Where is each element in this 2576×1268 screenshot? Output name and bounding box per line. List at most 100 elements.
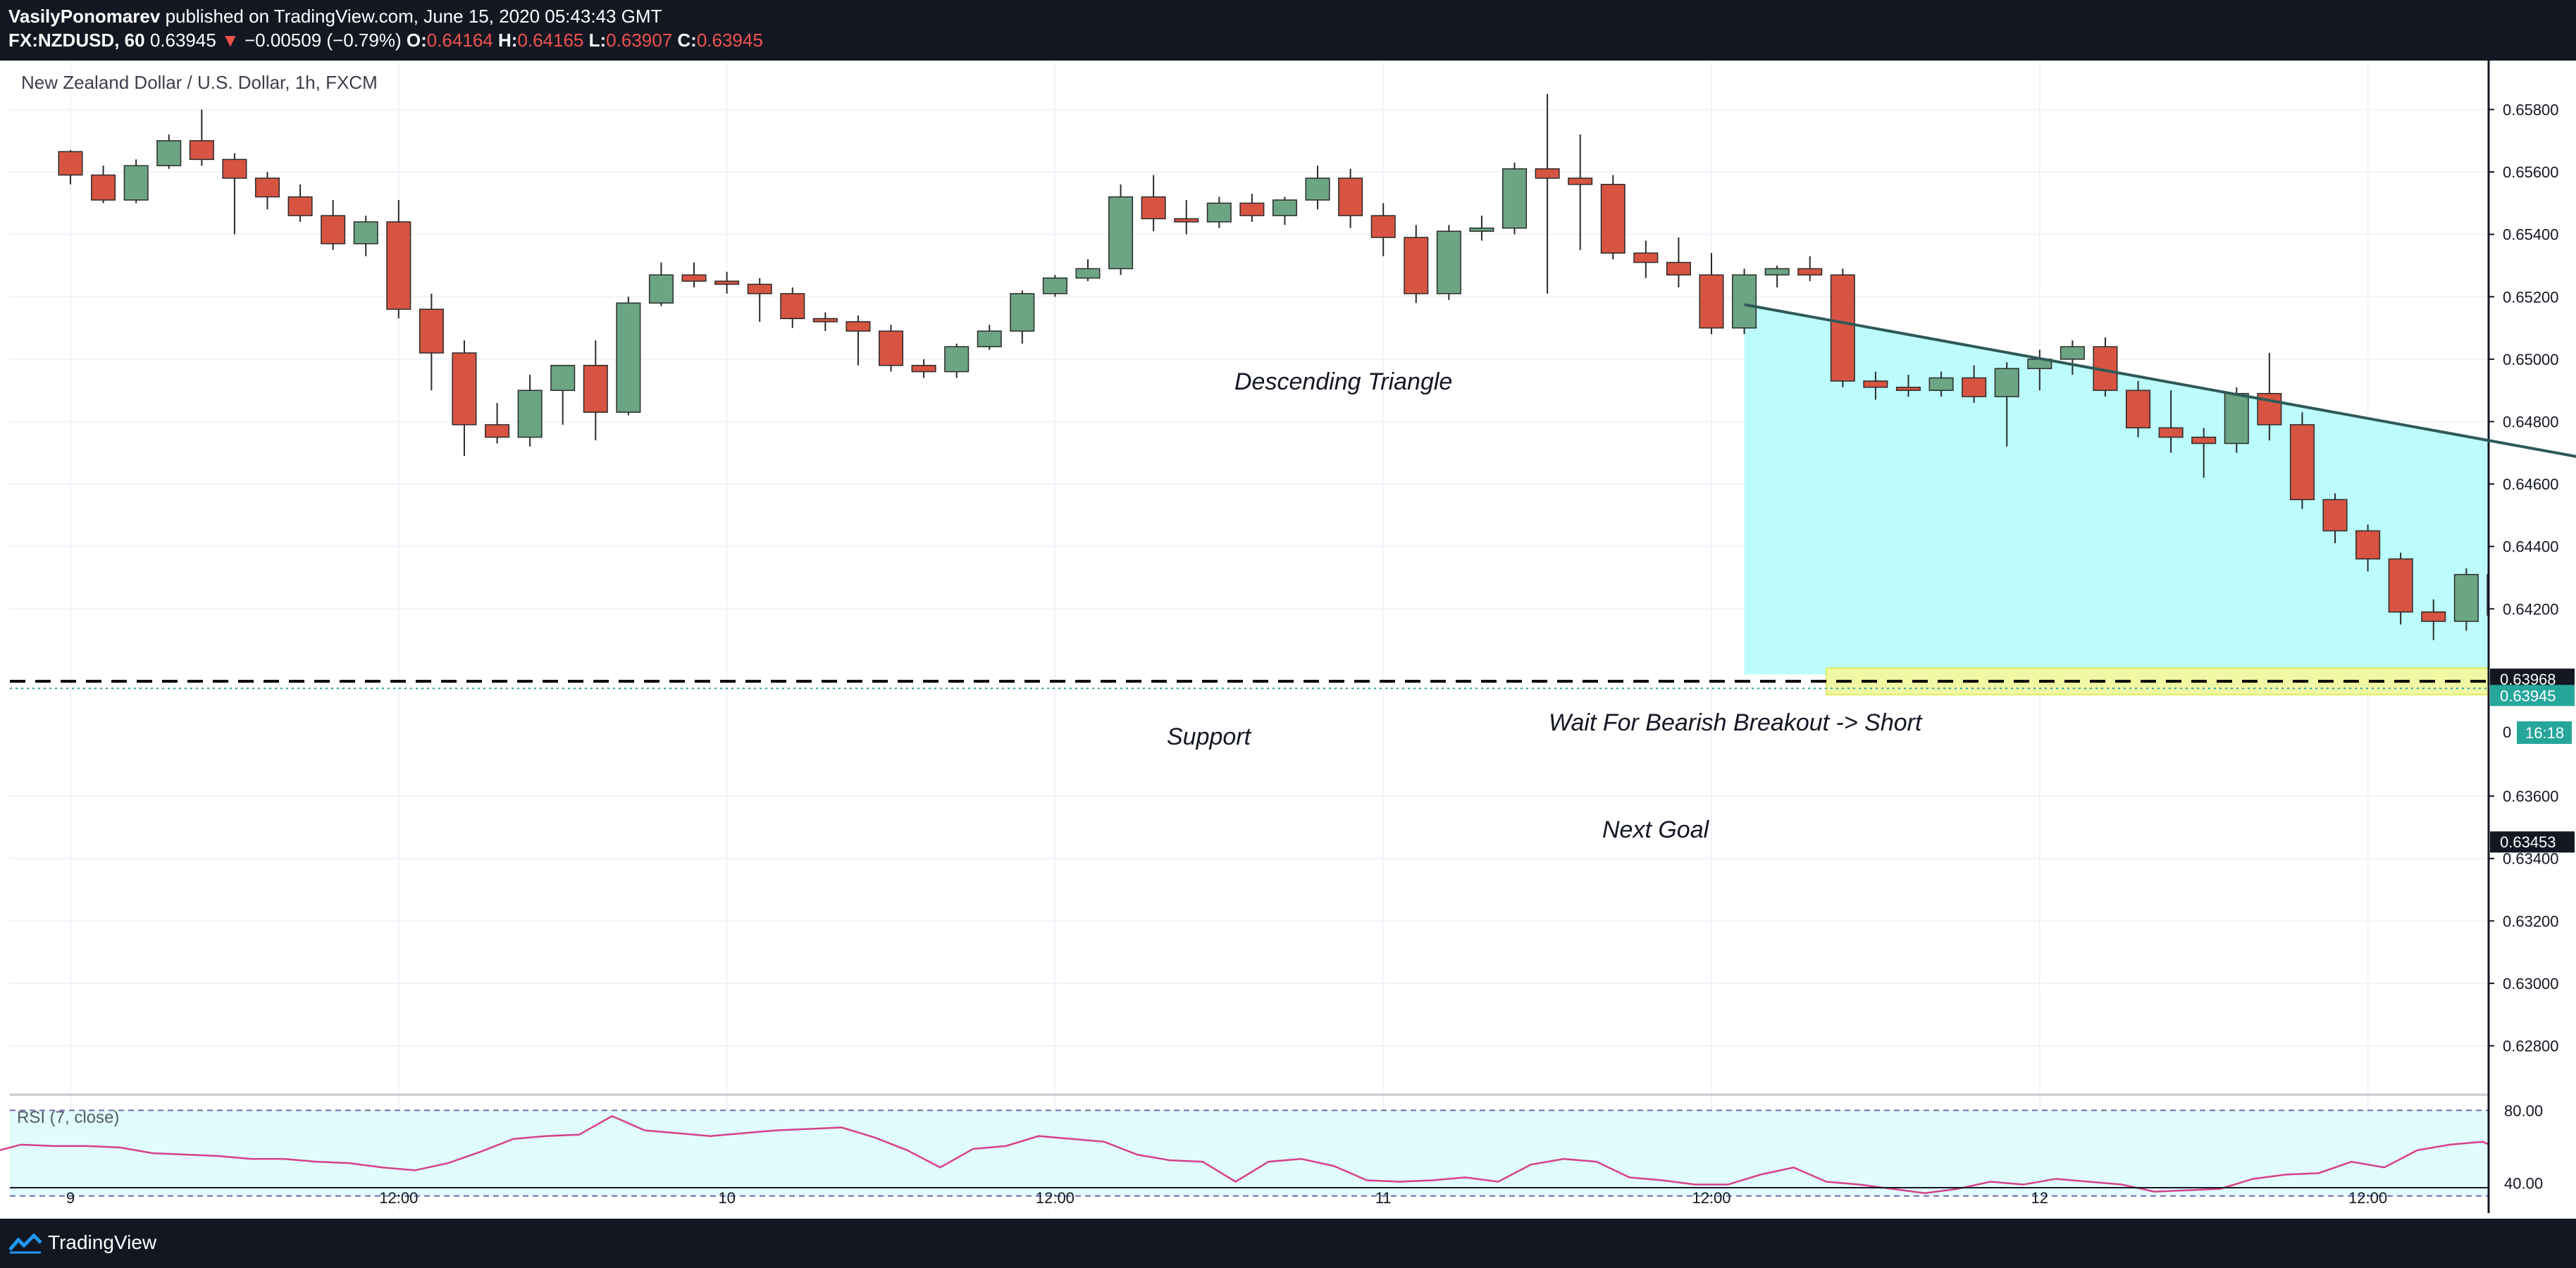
tradingview-logo-icon [8, 1233, 42, 1254]
time-axis[interactable]: 912:001012:001112:001212:001512:001612:0… [0, 1187, 2576, 1219]
candle [681, 262, 707, 287]
candle-body [287, 196, 313, 216]
candle [2289, 412, 2315, 509]
candle-body [485, 424, 510, 438]
candle [846, 315, 871, 366]
countdown-tag-text: 16:18 [2525, 724, 2564, 742]
candle [1666, 237, 1691, 287]
last-price-tag-bg [2490, 685, 2575, 707]
candle [1994, 362, 2019, 447]
candle [1568, 134, 1593, 250]
candle-body [1206, 202, 1232, 223]
time-axis-background [0, 1213, 2576, 1219]
candle-body [616, 302, 641, 413]
candle-body [353, 221, 378, 244]
triangle-label: Descending Triangle [1234, 368, 1452, 395]
price-tick-label: 0.63400 [2503, 850, 2559, 868]
candle-body [386, 221, 411, 310]
candle-body [648, 274, 674, 304]
candle-body [2060, 346, 2085, 360]
candle [1830, 268, 1855, 387]
price-tick-label: 0.64400 [2503, 538, 2559, 556]
rsi-series [0, 1114, 2576, 1194]
candle-body [1994, 368, 2019, 397]
candle-body [1436, 230, 1461, 294]
candle [419, 293, 444, 391]
candle-body [1239, 202, 1265, 216]
candle [222, 153, 247, 235]
candle [780, 287, 805, 328]
candle [1469, 216, 1494, 241]
candle [2126, 380, 2151, 437]
time-tick-label: 12:00 [1036, 1189, 1075, 1207]
descending-triangle[interactable] [1744, 304, 2576, 675]
candle-body [911, 364, 936, 373]
candle-body [123, 165, 149, 201]
candle-body [1010, 293, 1035, 332]
candle [1042, 275, 1067, 297]
candle-body [1502, 168, 1528, 229]
publisher-line: VasilyPonomarev published on TradingView… [8, 4, 662, 28]
author-name[interactable]: VasilyPonomarev [8, 6, 161, 27]
time-tick-label: 11 [1375, 1189, 1392, 1207]
candle [1962, 365, 1987, 403]
triangle-edge [1744, 303, 2576, 458]
candle-body [2322, 499, 2348, 532]
rsi-label: RSI (7, close) [17, 1108, 119, 1127]
candle-body [550, 364, 576, 391]
price-tick-label: 0.63600 [2503, 788, 2559, 805]
candle [2158, 390, 2184, 453]
candle [977, 325, 1002, 350]
candle-body [977, 330, 1002, 347]
candle-body [2453, 573, 2479, 622]
candle [2027, 349, 2052, 391]
candle [2322, 493, 2348, 544]
candle [1928, 371, 1954, 397]
candle-body [2126, 390, 2151, 429]
open-label: O: [406, 30, 427, 51]
open-value: 0.64164 [426, 30, 493, 51]
candle [2093, 337, 2118, 397]
low-label: L: [588, 30, 607, 51]
time-tick-label: 10 [718, 1189, 735, 1207]
candle [91, 166, 116, 204]
countdown-tag-bg [2517, 721, 2572, 744]
candle-body [58, 151, 83, 176]
candle [485, 402, 510, 444]
candle-body [583, 364, 608, 413]
price-tick-label: 0.64200 [2503, 600, 2559, 618]
publication-header: VasilyPonomarev published on TradingView… [0, 0, 2576, 61]
close-value: 0.63945 [696, 30, 763, 51]
candle [550, 364, 576, 425]
chart-area[interactable]: Descending Triangle Support Wait For Bea… [0, 61, 2576, 1219]
candle-body [1732, 274, 1757, 329]
candles [58, 94, 2576, 640]
candle [1600, 175, 1626, 260]
candle-body [91, 174, 116, 201]
last-price-tag: 0.63945 [2490, 685, 2575, 707]
candle-body [2191, 436, 2217, 445]
candle [2388, 552, 2413, 625]
high-label: H: [497, 30, 518, 51]
goal-price-tag: 0.63453 [2490, 831, 2575, 853]
candle [1108, 184, 1134, 275]
candle-body [1535, 168, 1560, 179]
candle-body [1830, 274, 1855, 382]
price-axis[interactable]: 0.65800 0.65600 0.65400 0.65200 0.65000 0.648… [2487, 61, 2576, 1219]
price-tick-label: 0.65400 [2503, 226, 2559, 244]
footer-brand: TradingView [48, 1231, 157, 1253]
candle-body [419, 309, 444, 354]
change-arrow: ▼ [221, 30, 240, 51]
symbol-name[interactable]: FX:NZDUSD, 60 [8, 30, 145, 51]
candle [1174, 199, 1199, 235]
candle-body [2388, 558, 2413, 613]
candle-body [747, 283, 772, 294]
price-tick-label: 0.64800 [2503, 413, 2559, 430]
candle [1338, 168, 1363, 228]
candle-body [681, 274, 707, 282]
candle-body [2289, 424, 2315, 500]
candle-body [846, 321, 871, 332]
candle [616, 297, 641, 416]
time-tick-label: 12:00 [379, 1189, 418, 1207]
